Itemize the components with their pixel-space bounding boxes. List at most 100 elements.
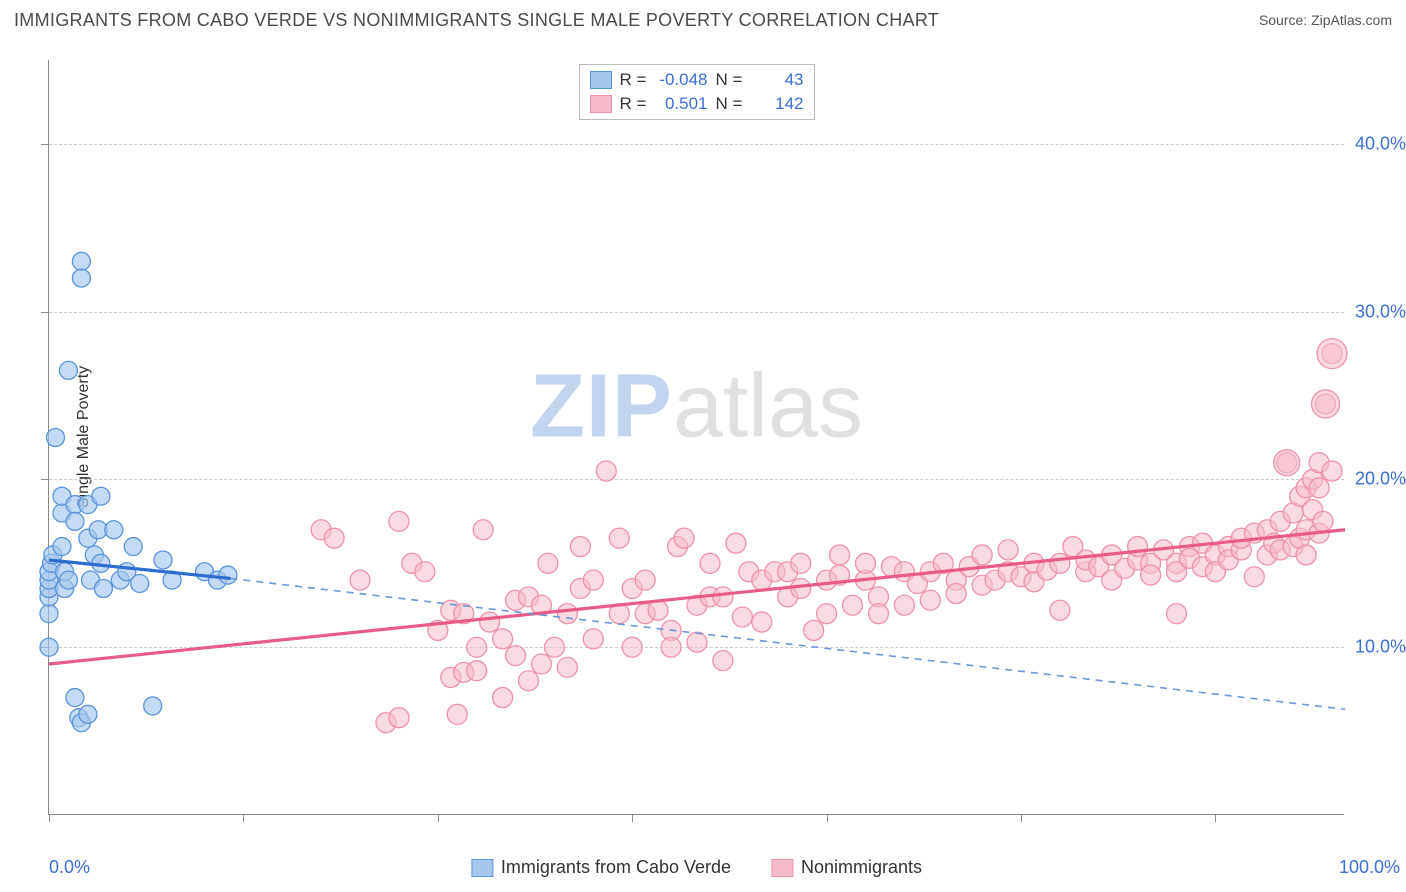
data-point [72, 269, 90, 287]
data-point [467, 637, 487, 657]
data-point [661, 637, 681, 657]
data-point [648, 600, 668, 620]
y-tick-label: 40.0% [1355, 133, 1406, 154]
legend-item-pink: Nonimmigrants [771, 857, 922, 878]
data-point [817, 604, 837, 624]
data-point [1313, 511, 1333, 531]
data-point [946, 584, 966, 604]
data-point [531, 654, 551, 674]
data-point [415, 562, 435, 582]
data-point [713, 587, 733, 607]
y-tick-label: 10.0% [1355, 637, 1406, 658]
legend-swatch-pink-icon [771, 859, 793, 877]
data-point [791, 579, 811, 599]
data-point [732, 607, 752, 627]
data-point [609, 528, 629, 548]
data-point [674, 528, 694, 548]
data-point [94, 580, 112, 598]
data-point [493, 688, 513, 708]
data-point [1050, 600, 1070, 620]
data-point [72, 252, 90, 270]
legend-swatch-blue-icon [471, 859, 493, 877]
data-point [473, 520, 493, 540]
data-point [635, 570, 655, 590]
y-tick-label: 20.0% [1355, 469, 1406, 490]
data-point [480, 612, 500, 632]
data-point [131, 574, 149, 592]
data-point [66, 689, 84, 707]
data-point [843, 595, 863, 615]
data-point [1296, 545, 1316, 565]
legend-row-pink: R =0.501 N =142 [590, 92, 804, 116]
data-point [1167, 604, 1187, 624]
x-axis-max-label: 100.0% [1339, 857, 1400, 878]
data-point [46, 429, 64, 447]
data-point [700, 553, 720, 573]
data-point [713, 651, 733, 671]
data-point [804, 620, 824, 640]
data-point [105, 521, 123, 539]
data-point [1317, 339, 1347, 369]
data-point [855, 553, 875, 573]
data-point [726, 533, 746, 553]
data-point [124, 538, 142, 556]
data-point [1050, 553, 1070, 573]
data-point [1244, 567, 1264, 587]
data-point [59, 571, 77, 589]
data-point [687, 632, 707, 652]
data-point [350, 570, 370, 590]
data-point [447, 704, 467, 724]
series-legend: Immigrants from Cabo Verde Nonimmigrants [471, 857, 922, 878]
data-point [752, 612, 772, 632]
data-point [1309, 478, 1329, 498]
data-point [830, 545, 850, 565]
data-point [583, 629, 603, 649]
data-point [79, 705, 97, 723]
data-point [622, 637, 642, 657]
data-point [519, 671, 539, 691]
data-point [40, 605, 58, 623]
data-point [998, 540, 1018, 560]
data-point [493, 629, 513, 649]
x-axis-min-label: 0.0% [49, 857, 90, 878]
data-point [66, 512, 84, 530]
data-point [544, 637, 564, 657]
data-point [506, 646, 526, 666]
scatter-svg [49, 60, 1344, 814]
data-point [92, 487, 110, 505]
data-point [557, 657, 577, 677]
data-point [791, 553, 811, 573]
data-point [154, 551, 172, 569]
data-point [538, 553, 558, 573]
data-point [144, 697, 162, 715]
source-attribution: Source: ZipAtlas.com [1259, 12, 1392, 28]
data-point [1274, 450, 1300, 476]
chart-title: IMMIGRANTS FROM CABO VERDE VS NONIMMIGRA… [14, 10, 939, 31]
data-point [920, 590, 940, 610]
data-point [219, 566, 237, 584]
data-point [1141, 565, 1161, 585]
data-point [389, 511, 409, 531]
correlation-legend: R =-0.048 N =43 R =0.501 N =142 [579, 64, 815, 120]
data-point [894, 595, 914, 615]
legend-swatch-blue [590, 71, 612, 89]
data-point [557, 604, 577, 624]
data-point [467, 661, 487, 681]
legend-item-blue: Immigrants from Cabo Verde [471, 857, 731, 878]
data-point [596, 461, 616, 481]
data-point [1312, 390, 1340, 418]
data-point [40, 638, 58, 656]
legend-swatch-pink [590, 95, 612, 113]
data-point [1322, 461, 1342, 481]
y-tick-label: 30.0% [1355, 301, 1406, 322]
data-point [570, 537, 590, 557]
data-point [53, 538, 71, 556]
data-point [389, 708, 409, 728]
data-point [583, 570, 603, 590]
data-point [59, 361, 77, 379]
legend-row-blue: R =-0.048 N =43 [590, 68, 804, 92]
data-point [324, 528, 344, 548]
data-point [868, 604, 888, 624]
data-point [972, 545, 992, 565]
chart-plot-area: Single Male Poverty ZIPatlas 10.0%20.0%3… [48, 60, 1344, 815]
